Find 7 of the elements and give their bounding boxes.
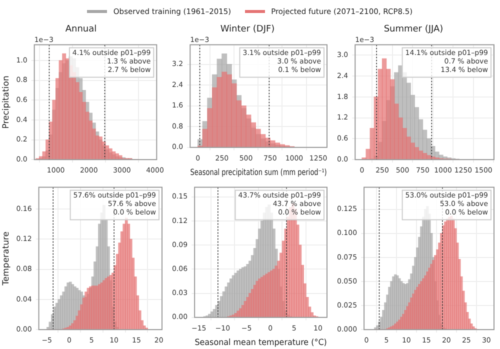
y-axis-title: Temperature — [1, 231, 12, 286]
y-axis-title: Precipitation — [1, 76, 12, 129]
chart-title: Summer (JJA) — [384, 24, 444, 35]
chart-title: Winter (DJF) — [220, 24, 275, 35]
x-axis-title: Seasonal precipitation sum (mm period⁻¹) — [190, 167, 327, 178]
chart-title: Annual — [65, 24, 97, 35]
x-axis-title: Seasonal mean temperature (°C) — [194, 336, 327, 348]
